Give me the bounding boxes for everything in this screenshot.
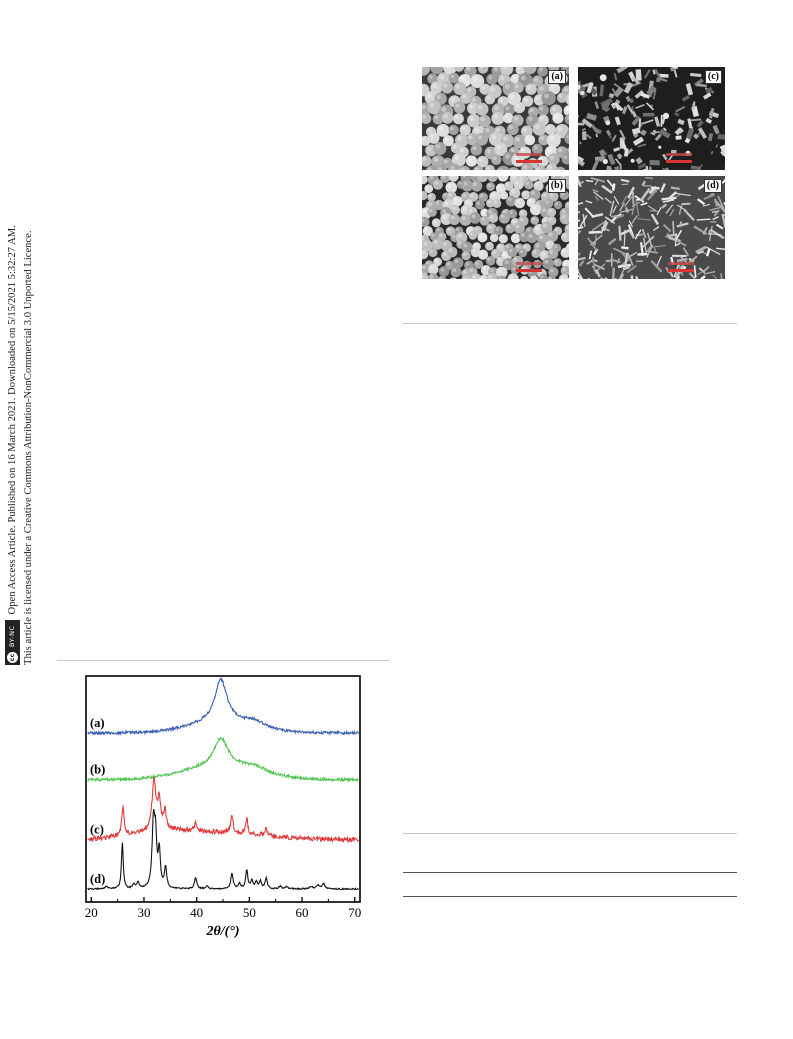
plot-frame: [85, 675, 361, 903]
x-tick-label: 60: [296, 905, 309, 920]
xrd-series-2: [87, 776, 359, 844]
sem-image-a: [422, 67, 569, 170]
xrd-series-0: [87, 677, 359, 737]
panel-label-c: (c): [704, 70, 722, 84]
licence-notice[interactable]: This article is licensed under a Creativ…: [23, 230, 34, 665]
cc-icon: cc: [6, 651, 19, 664]
scale-bar: [668, 262, 694, 272]
xrd-plot: 20 30 40 50 60 70 2θ/(°) (a) (b) (c) (d): [85, 675, 361, 939]
series-label: (b): [90, 763, 105, 777]
scale-bar: [516, 262, 542, 272]
xrd-chart: 20 30 40 50 60 70 2θ/(°) (a) (b) (c) (d): [58, 666, 378, 956]
x-tick-label: 70: [348, 905, 361, 920]
sem-panel-c: (c): [578, 67, 725, 170]
scale-bar: [666, 153, 692, 163]
x-tick-label: 30: [137, 905, 150, 920]
xrd-series-3: [87, 808, 359, 891]
side-notice-text: cc BY-NC Open Access Article. Published …: [4, 120, 54, 665]
sem-image-b: [422, 176, 569, 279]
xrd-series-1: [87, 736, 359, 783]
sem-panel-a: (a): [422, 67, 569, 170]
series-label: (c): [90, 822, 104, 836]
sem-panel-b: (b): [422, 176, 569, 279]
x-tick-label: 40: [190, 905, 203, 920]
series-label: (d): [90, 872, 105, 886]
sem-image-c: [578, 67, 725, 170]
table-rule: [403, 872, 737, 873]
divider-rule: [57, 660, 390, 661]
divider-rule: [403, 323, 737, 324]
scale-bar: [516, 153, 542, 163]
side-notice: cc BY-NC Open Access Article. Published …: [4, 120, 54, 665]
sem-image-d: [578, 176, 725, 279]
sem-panel-d: (d): [578, 176, 725, 279]
x-tick-label: 20: [85, 905, 98, 920]
cc-badge-text: BY-NC: [8, 625, 16, 647]
panel-label-d: (d): [703, 179, 722, 193]
table-rule: [403, 896, 737, 897]
divider-rule: [403, 833, 737, 834]
cc-license-badge[interactable]: cc BY-NC: [5, 620, 20, 665]
open-access-notice[interactable]: Open Access Article. Published on 16 Mar…: [7, 225, 18, 615]
x-tick-label: 50: [243, 905, 256, 920]
x-axis-label: 2θ/(°): [205, 924, 239, 939]
series-label: (a): [90, 716, 105, 730]
panel-label-a: (a): [548, 70, 566, 84]
panel-label-b: (b): [547, 179, 566, 193]
